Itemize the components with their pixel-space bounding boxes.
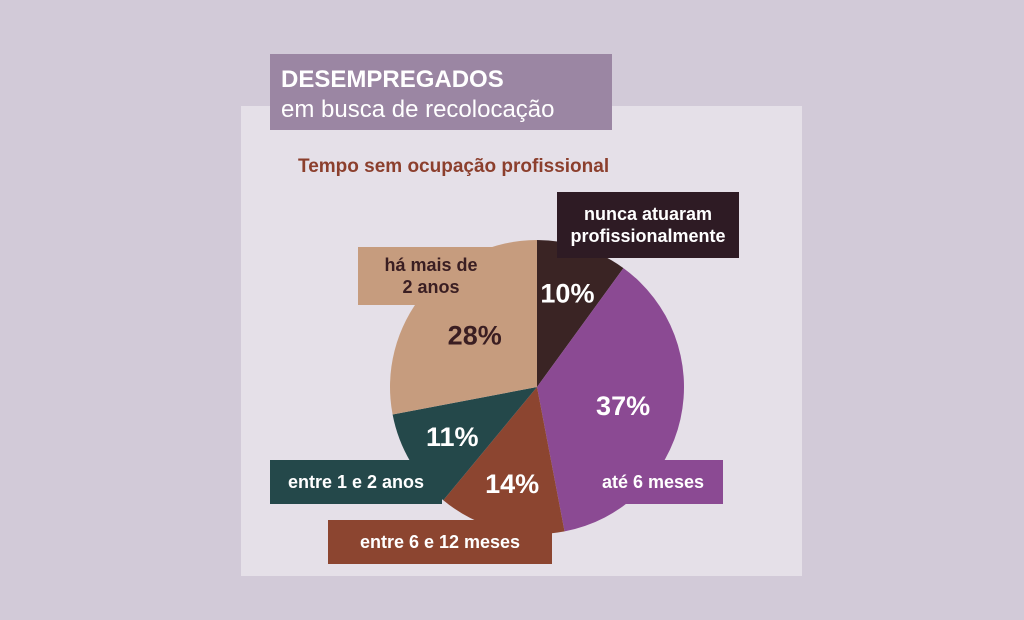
pie-slice-label-0: 10% <box>540 278 594 308</box>
label-ha-mais-line2: 2 anos <box>402 277 460 297</box>
label-ha-mais-de-2-anos: há mais de 2 anos <box>358 247 504 305</box>
label-nunca-atuaram-line1: nunca atuaram <box>583 204 713 224</box>
label-nunca-atuaram-line2: profissionalmente <box>570 226 726 246</box>
label-nunca-atuaram: nunca atuaram profissionalmente <box>557 192 739 258</box>
chart-title-line2: em busca de recolocação <box>281 96 555 123</box>
pie-slice-0 <box>537 240 624 387</box>
pie-slice-label-3: 11% <box>426 422 479 452</box>
label-ha-mais-line1: há mais de <box>384 255 478 275</box>
pie-slice-2 <box>443 387 565 534</box>
pie-slice-label-2: 14% <box>485 469 539 499</box>
chart-title-box: DESEMPREGADOS em busca de recolocação <box>270 54 612 130</box>
pie-slice-label-4: 28% <box>448 320 502 350</box>
pie-slice-label-1: 37% <box>596 391 650 421</box>
label-entre-6-e-12-meses: entre 6 e 12 meses <box>328 520 552 564</box>
chart-subtitle: Tempo sem ocupação profissional <box>298 156 610 177</box>
label-ate-6-meses: até 6 meses <box>583 460 723 504</box>
label-entre-1-e-2-anos: entre 1 e 2 anos <box>270 460 442 504</box>
chart-title-line1: DESEMPREGADOS <box>281 66 504 93</box>
